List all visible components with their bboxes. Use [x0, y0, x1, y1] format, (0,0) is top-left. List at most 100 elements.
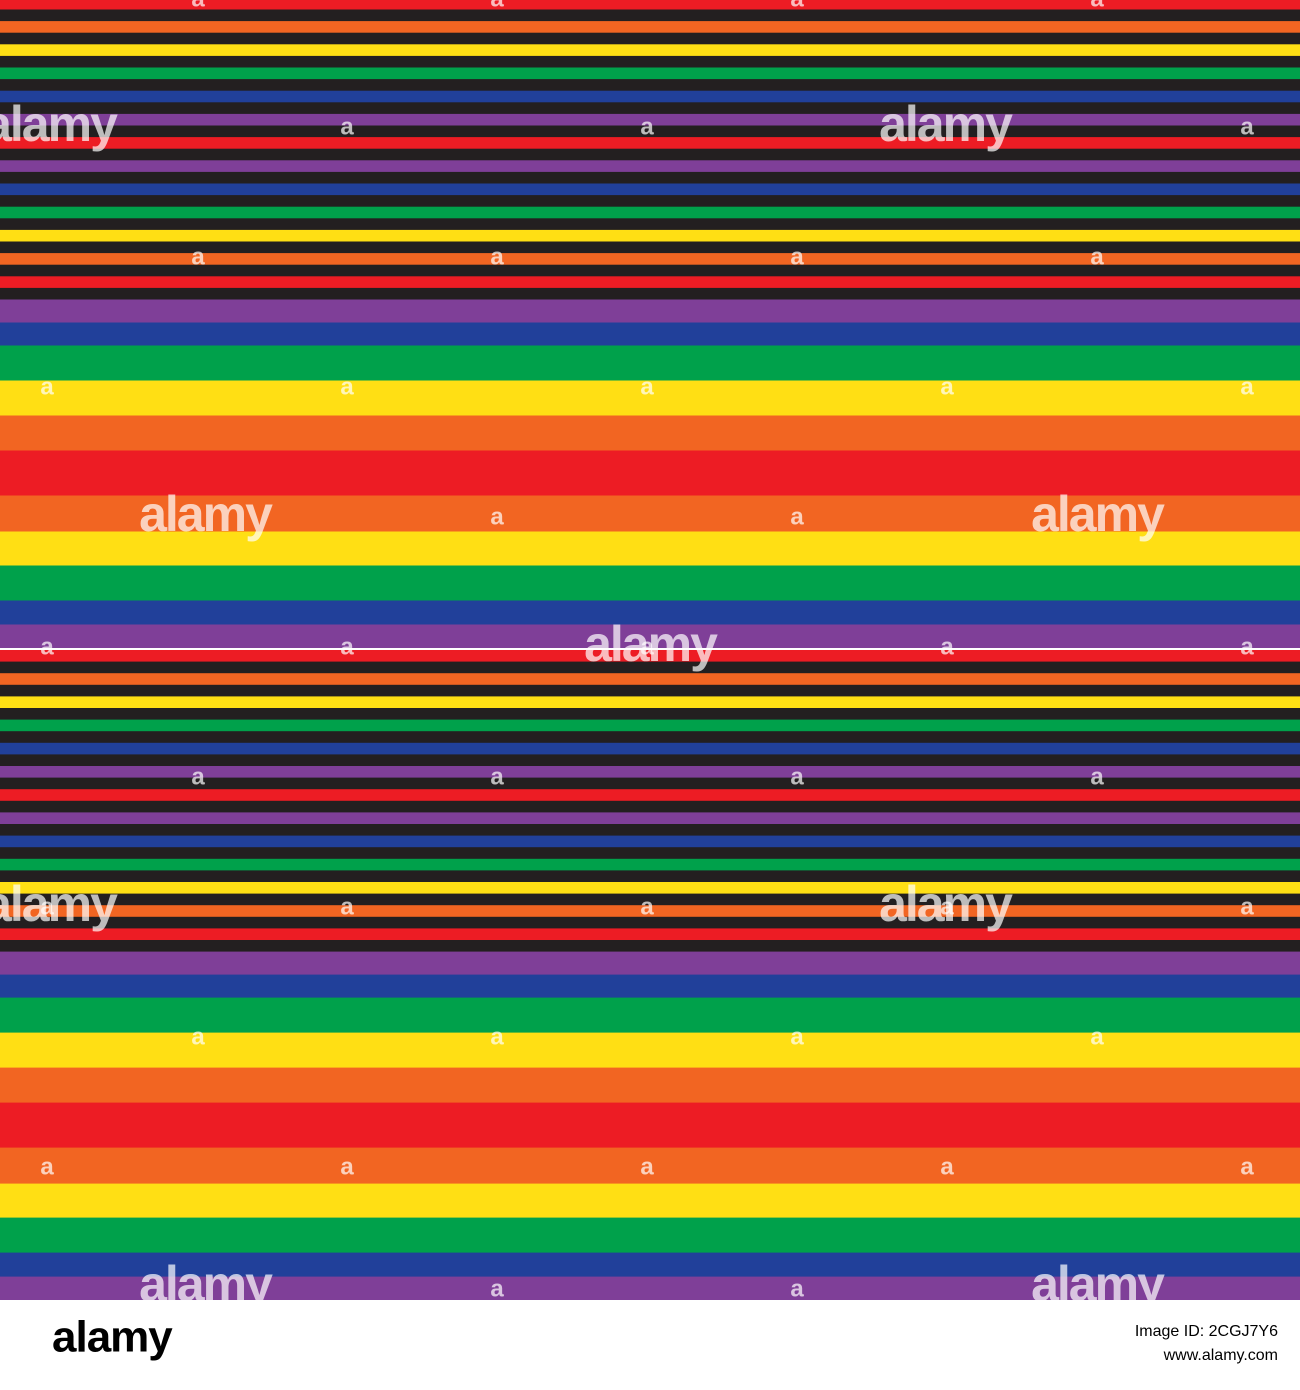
stripe: [0, 905, 1300, 918]
watermark-mark: a: [640, 633, 654, 660]
stripe: [0, 55, 1300, 68]
watermark-mark: a: [340, 1153, 354, 1180]
stripe: [0, 21, 1300, 34]
watermark-mark: a: [1240, 113, 1254, 140]
watermark-mark: a: [40, 893, 54, 920]
stripe: [0, 1183, 1300, 1219]
image-id: Image ID: 2CGJ7Y6: [1135, 1323, 1278, 1340]
stripe: [0, 731, 1300, 744]
stripe: [0, 847, 1300, 860]
watermark-mark: a: [1090, 763, 1104, 790]
stripe: [0, 450, 1300, 496]
stripe: [0, 299, 1300, 323]
stripe: [0, 800, 1300, 813]
stripe: [0, 1276, 1300, 1301]
watermark-mark: a: [940, 893, 954, 920]
stripe: [0, 171, 1300, 184]
stripe: [0, 974, 1300, 999]
watermark-mark: a: [790, 763, 804, 790]
stripe: [0, 696, 1300, 709]
watermark-mark: a: [490, 0, 504, 12]
watermark-logo: alamy: [879, 876, 1013, 932]
stripe: [0, 137, 1300, 150]
watermark-mark: a: [40, 373, 54, 400]
stripe: [0, 940, 1300, 953]
stripe: [0, 742, 1300, 755]
stripe: [0, 241, 1300, 254]
stripe: [0, 719, 1300, 732]
stripe: [0, 9, 1300, 22]
watermark-mark: a: [790, 0, 804, 12]
watermark-mark: a: [1090, 243, 1104, 270]
watermark-mark: a: [191, 763, 205, 790]
stripe: [0, 1252, 1300, 1278]
stripe: [0, 90, 1300, 103]
stripe: [0, 345, 1300, 381]
stripe: [0, 812, 1300, 825]
footer-logo: alamy: [52, 1313, 173, 1362]
stripe: [0, 624, 1300, 648]
stripe: [0, 0, 1300, 10]
watermark-mark: a: [1240, 1153, 1254, 1180]
watermark-mark: a: [640, 1153, 654, 1180]
watermark-logo: alamy: [0, 96, 118, 152]
watermark-mark: a: [1240, 633, 1254, 660]
stripe: [0, 264, 1300, 277]
stripe: [0, 32, 1300, 45]
stripe: [0, 893, 1300, 906]
stripe: [0, 276, 1300, 289]
watermark-logo: alamy: [1031, 486, 1165, 542]
stripe: [0, 789, 1300, 802]
watermark-mark: a: [191, 1023, 205, 1050]
stripe: [0, 218, 1300, 231]
watermark-mark: a: [490, 1275, 504, 1302]
stripe: [0, 229, 1300, 242]
watermark-mark: a: [490, 503, 504, 530]
stripe: [0, 322, 1300, 346]
stripe: [0, 1217, 1300, 1254]
stripe: [0, 661, 1300, 674]
stripe: [0, 1147, 1300, 1185]
watermark-mark: a: [191, 243, 205, 270]
watermark-mark: a: [940, 373, 954, 400]
stripe: [0, 125, 1300, 138]
stripe: [0, 113, 1300, 126]
watermark-mark: a: [340, 893, 354, 920]
stripe: [0, 148, 1300, 161]
watermark-mark: a: [790, 1275, 804, 1302]
stripe: [0, 44, 1300, 57]
stripe: [0, 600, 1300, 625]
stripe: [0, 287, 1300, 300]
footer-bar: [0, 1300, 1300, 1390]
watermark-mark: a: [1240, 893, 1254, 920]
stripe: [0, 1102, 1300, 1149]
watermark-mark: a: [40, 1153, 54, 1180]
watermark-mark: a: [490, 763, 504, 790]
watermark-logo: alamy: [584, 616, 718, 672]
stripes: [0, 0, 1300, 1301]
watermark-logo: alamy: [879, 96, 1013, 152]
stripe: [0, 1067, 1300, 1104]
watermark-mark: a: [340, 113, 354, 140]
stripe: [0, 102, 1300, 115]
watermark-mark: a: [790, 1023, 804, 1050]
stripe: [0, 380, 1300, 416]
stripe: [0, 997, 1300, 1034]
watermark-mark: a: [40, 633, 54, 660]
watermark-mark: a: [490, 1023, 504, 1050]
stripe: [0, 565, 1300, 601]
watermark-mark: a: [490, 243, 504, 270]
stripe: [0, 684, 1300, 697]
stripe: [0, 495, 1300, 532]
stripe: [0, 253, 1300, 266]
stripe: [0, 777, 1300, 790]
stripe: [0, 766, 1300, 779]
watermark-mark: a: [1090, 0, 1104, 12]
stripe: [0, 916, 1300, 929]
stripe: [0, 79, 1300, 92]
stripe: [0, 824, 1300, 837]
stripe: [0, 708, 1300, 721]
stripe: [0, 1032, 1300, 1069]
watermark-mark: a: [790, 243, 804, 270]
